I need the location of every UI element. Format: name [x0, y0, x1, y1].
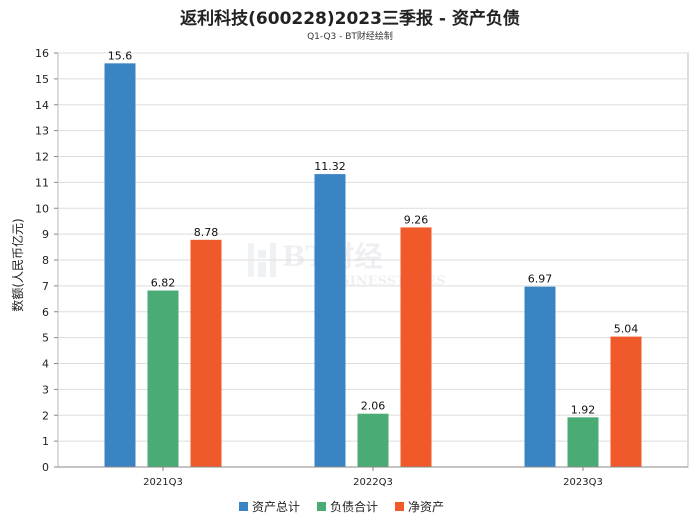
legend-label: 净资产 — [408, 500, 444, 514]
x-tick-label: 2023Q3 — [563, 477, 603, 488]
bar — [567, 417, 599, 467]
chart-title: 返利科技(600228)2023三季报 - 资产负债 — [180, 9, 520, 29]
y-tick-label: 4 — [42, 358, 49, 371]
y-tick-label: 1 — [42, 435, 49, 448]
y-tick-label: 0 — [42, 461, 49, 474]
y-tick-label: 14 — [35, 99, 49, 112]
data-label: 9.26 — [404, 213, 429, 226]
data-label: 1.92 — [571, 403, 596, 416]
bar — [104, 63, 136, 467]
data-label: 8.78 — [194, 226, 219, 239]
bar — [190, 239, 222, 467]
y-tick-label: 16 — [35, 47, 49, 60]
legend-swatch — [239, 502, 248, 511]
data-label: 11.32 — [314, 160, 346, 173]
x-tick-label: 2021Q3 — [143, 477, 183, 488]
y-tick-label: 12 — [35, 151, 49, 164]
watermark-bar — [258, 250, 266, 258]
legend-label: 资产总计 — [252, 500, 300, 514]
data-label: 5.04 — [614, 323, 639, 336]
watermark-bar — [258, 262, 266, 277]
y-tick-label: 3 — [42, 383, 49, 396]
legend-swatch — [317, 502, 326, 511]
y-tick-label: 13 — [35, 125, 49, 138]
data-label: 6.82 — [151, 277, 176, 290]
y-tick-label: 6 — [42, 306, 49, 319]
bar — [524, 286, 556, 467]
y-tick-label: 7 — [42, 280, 49, 293]
y-tick-label: 11 — [35, 176, 49, 189]
chart-subtitle: Q1-Q3 - BT财经绘制 — [307, 32, 393, 42]
bar — [610, 336, 642, 467]
legend-label: 负债合计 — [330, 499, 378, 514]
x-tick-label: 2022Q3 — [353, 477, 393, 488]
y-tick-label: 5 — [42, 332, 49, 345]
data-label: 2.06 — [361, 400, 386, 413]
y-tick-label: 10 — [35, 202, 49, 215]
bar — [357, 413, 389, 467]
y-tick-label: 9 — [42, 228, 49, 241]
y-tick-label: 15 — [35, 73, 49, 86]
bar — [314, 174, 346, 467]
bars: 15.6 6.82 8.78 11.32 2.06 9.26 6.97 1.92 5.04 — [104, 49, 642, 467]
legend: 资产总计 负债合计 净资产 — [239, 499, 444, 514]
y-tick-label: 8 — [42, 254, 49, 267]
bar — [147, 290, 179, 467]
y-axis-label: 数额(人民币亿元) — [10, 218, 25, 311]
data-label: 15.6 — [108, 49, 133, 62]
bar — [400, 227, 432, 467]
legend-swatch — [395, 502, 404, 511]
y-tick-label: 2 — [42, 409, 49, 422]
data-label: 6.97 — [528, 273, 553, 286]
